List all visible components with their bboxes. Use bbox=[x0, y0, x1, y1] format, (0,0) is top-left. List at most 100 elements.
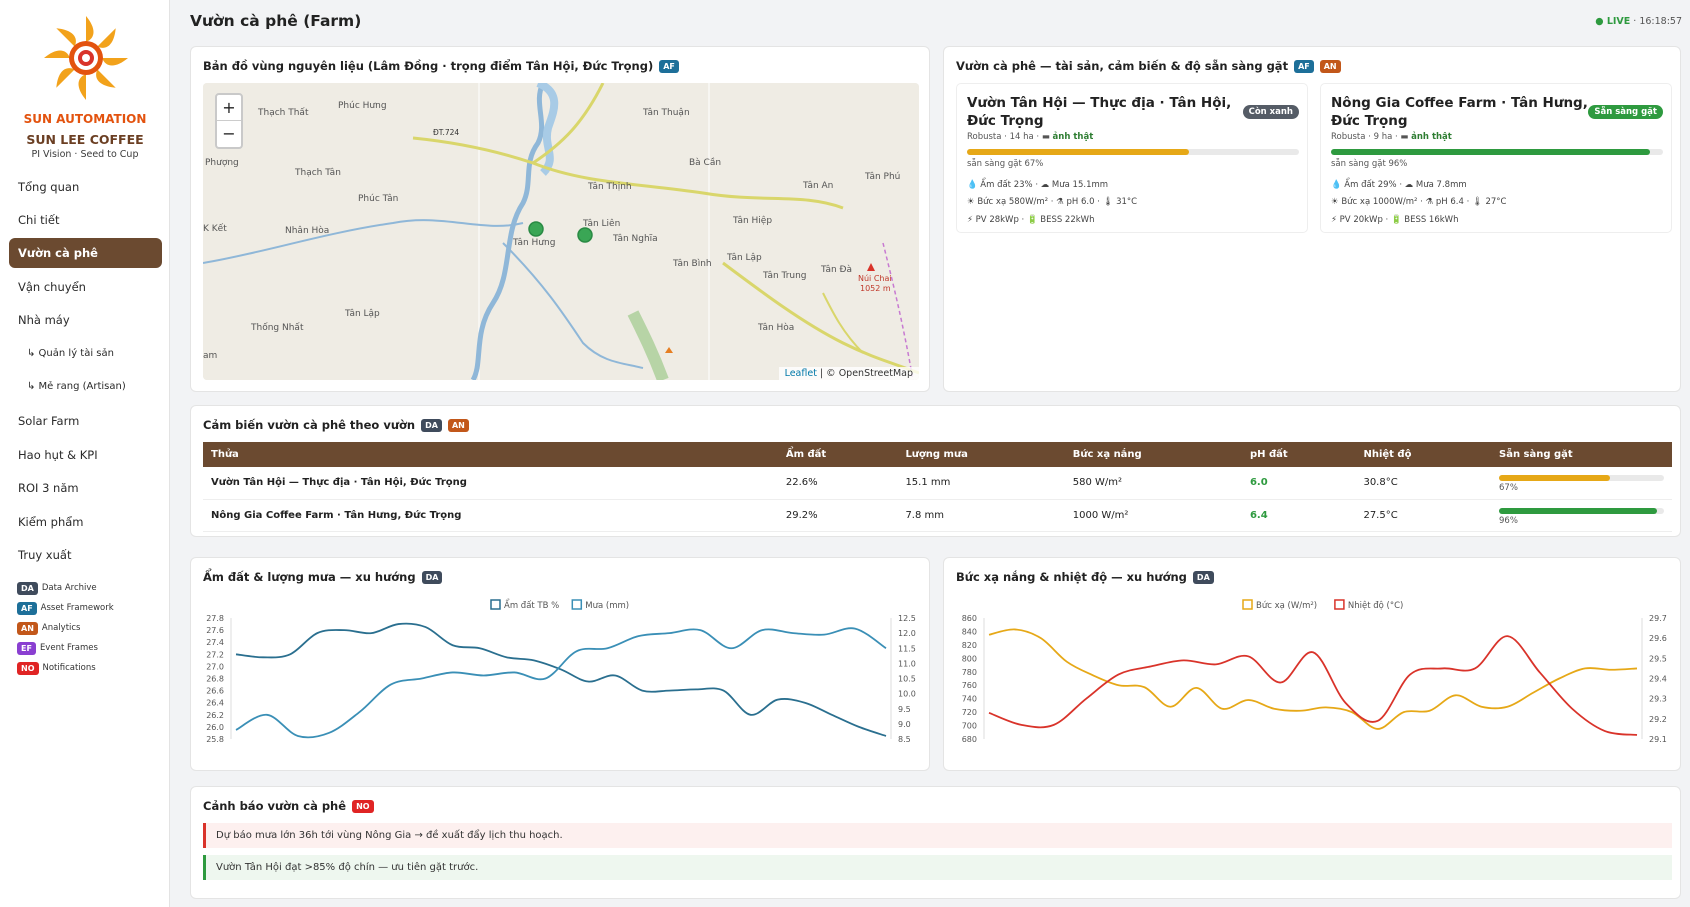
farm-card-tan-hoi[interactable]: Vườn Tân Hội — Thực địa · Tân Hội, Đức T… bbox=[956, 83, 1308, 233]
series-line bbox=[235, 627, 887, 739]
ready-progress-fill bbox=[1499, 475, 1610, 482]
legend-swatch bbox=[1334, 599, 1345, 610]
farm-name: Nông Gia Coffee Farm · Tân Hưng, Đức Trọ… bbox=[1331, 95, 1588, 129]
tagline: PI Vision · Seed to Cup bbox=[31, 149, 139, 160]
map-label: Tân Đà bbox=[820, 265, 852, 275]
cell-radiation: 580 W/m² bbox=[1064, 467, 1242, 500]
y-right-tick: 29.1 bbox=[1649, 735, 1667, 744]
y-left-tick: 820 bbox=[962, 641, 977, 650]
alerts-title-text: Cảnh báo vườn cà phê bbox=[203, 799, 347, 813]
sensor-line-2: ☀ Bức xạ 1000W/m² · ⚗ pH 6.4 · 🌡 27°C bbox=[1331, 197, 1507, 207]
farm-map[interactable]: Phúc Hưng Thạch Thất Tân Thuận ĐT.724 Ph… bbox=[203, 83, 919, 380]
legend-label[interactable]: Mưa (mm) bbox=[585, 601, 629, 611]
leaflet-link[interactable]: Leaflet bbox=[784, 368, 817, 379]
y-right-tick: 10.5 bbox=[898, 675, 916, 684]
y-right-tick: 29.2 bbox=[1649, 715, 1667, 724]
nav-transport[interactable]: Vận chuyển bbox=[18, 280, 86, 294]
map-label: Tân Thuận bbox=[642, 108, 690, 118]
y-right-tick: 29.6 bbox=[1649, 634, 1667, 643]
y-left-tick: 26.2 bbox=[206, 711, 224, 720]
photo-link[interactable]: ảnh thật bbox=[1052, 132, 1094, 142]
legend-label: Data Archive bbox=[41, 583, 97, 593]
farm-meta: Robusta · 14 ha · ▬ ảnh thật bbox=[967, 132, 1093, 142]
ready-progress-fill bbox=[967, 149, 1190, 155]
nav-traceability[interactable]: Truy xuất bbox=[18, 548, 72, 562]
alert-ripeness[interactable]: Vườn Tân Hội đạt >85% độ chín — ưu tiên … bbox=[203, 855, 1672, 880]
badge-da: DA bbox=[1192, 570, 1214, 584]
y-left-tick: 25.8 bbox=[206, 735, 224, 744]
y-right-tick: 11.0 bbox=[898, 659, 916, 668]
legend-label[interactable]: Ẩm đất TB % bbox=[504, 598, 559, 611]
badge-no: NO bbox=[352, 799, 374, 813]
col-temp: Nhiệt độ bbox=[1355, 442, 1491, 467]
ready-progress-fill bbox=[1499, 507, 1658, 514]
y-right-tick: 10.0 bbox=[898, 690, 916, 699]
clock: 16:18:57 bbox=[1639, 16, 1682, 27]
nav-inspection[interactable]: Kiểm phẩm bbox=[18, 515, 84, 529]
table-row[interactable]: Nông Gia Coffee Farm · Tân Hưng, Đức Trọ… bbox=[203, 499, 1672, 532]
legend-label: Analytics bbox=[41, 623, 81, 633]
table-row[interactable]: Vườn Tân Hội — Thực địa · Tân Hội, Đức T… bbox=[203, 467, 1672, 500]
legend-swatch bbox=[571, 599, 583, 610]
sensor-line-3: ⚡ PV 20kWp · 🔋 BESS 16kWh bbox=[1331, 215, 1459, 225]
cell-ph: 6.0 bbox=[1241, 467, 1356, 500]
badge-ef: EF bbox=[17, 641, 36, 655]
badge-af: AF bbox=[1294, 59, 1314, 73]
farm-marker-nong-gia[interactable] bbox=[577, 227, 593, 243]
zoom-in-button[interactable]: + bbox=[217, 95, 241, 121]
map-label: Tân Liên bbox=[582, 218, 620, 229]
alert-rain-forecast[interactable]: Dự báo mưa lớn 36h tới vùng Nông Gia → đ… bbox=[203, 823, 1672, 848]
map-label: Thạch Tân bbox=[294, 168, 341, 178]
y-left-tick: 26.0 bbox=[206, 723, 224, 732]
badge-af: AF bbox=[659, 59, 679, 73]
map-label: Tân Hưng bbox=[512, 238, 555, 248]
legend-label[interactable]: Nhiệt độ (°C) bbox=[1348, 600, 1404, 611]
map-tiles: Phúc Hưng Thạch Thất Tân Thuận ĐT.724 Ph… bbox=[203, 83, 919, 380]
nav-loss-kpi[interactable]: Hao hụt & KPI bbox=[18, 448, 98, 462]
y-right-tick: 29.7 bbox=[1649, 614, 1667, 623]
farm-variety: Robusta · 9 ha · bbox=[1331, 132, 1401, 142]
series-line bbox=[235, 622, 887, 737]
map-label: K Kết bbox=[203, 223, 227, 234]
y-left-tick: 26.8 bbox=[206, 675, 224, 684]
y-left-tick: 26.6 bbox=[206, 687, 224, 696]
farms-title: Vườn cà phê — tài sản, cảm biến & độ sẵn… bbox=[956, 59, 1289, 73]
badge-af: AF bbox=[17, 601, 37, 615]
photo-link[interactable]: ảnh thật bbox=[1411, 132, 1452, 142]
nav-coffee-farm[interactable]: Vườn cà phê bbox=[9, 238, 162, 268]
nav-overview[interactable]: Tổng quan bbox=[18, 180, 80, 194]
sidebar: SUN AUTOMATION SUN LEE COFFEE PI Vision … bbox=[0, 0, 170, 907]
cell-temp: 30.8°C bbox=[1355, 467, 1491, 500]
nav-roast-batch[interactable]: ↳ Mẻ rang (Artisan) bbox=[27, 381, 126, 392]
status-badge: Còn xanh bbox=[1242, 105, 1299, 119]
nav-factory[interactable]: Nhà máy bbox=[18, 313, 70, 327]
map-title: Bản đồ vùng nguyên liệu (Lâm Đồng · trọn… bbox=[203, 59, 654, 73]
live-indicator: ● LIVE · 16:18:57 bbox=[1595, 16, 1682, 27]
chart-title: Ẩm đất & lượng mưa — xu hướng DA bbox=[203, 570, 443, 584]
map-label: Tân Hiệp bbox=[732, 215, 772, 226]
series-line bbox=[988, 628, 1638, 730]
farm-meta: Robusta · 9 ha · ▬ ảnh thật bbox=[1331, 132, 1452, 142]
nav-solar-farm[interactable]: Solar Farm bbox=[18, 414, 80, 428]
nav-roi[interactable]: ROI 3 năm bbox=[18, 481, 79, 495]
chart-title-text: Ẩm đất & lượng mưa — xu hướng bbox=[203, 570, 416, 584]
y-left-tick: 860 bbox=[962, 614, 977, 623]
farm-card-nong-gia[interactable]: Nông Gia Coffee Farm · Tân Hưng, Đức Trọ… bbox=[1320, 83, 1672, 233]
y-left-tick: 27.2 bbox=[206, 650, 224, 659]
legend-da: DA Data Archive bbox=[17, 580, 97, 596]
legend-label[interactable]: Bức xạ (W/m²) bbox=[1256, 601, 1317, 611]
badge-da: DA bbox=[421, 570, 443, 584]
y-left-tick: 27.4 bbox=[206, 638, 224, 647]
farm-marker-tan-hoi[interactable] bbox=[528, 221, 544, 237]
badge-no: NO bbox=[17, 661, 39, 675]
map-card: Bản đồ vùng nguyên liệu (Lâm Đồng · trọn… bbox=[190, 46, 930, 392]
ready-value: 67% bbox=[1499, 483, 1518, 494]
map-label: 1052 m bbox=[860, 284, 891, 293]
y-left-tick: 780 bbox=[962, 668, 977, 677]
zoom-out-button[interactable]: − bbox=[222, 124, 236, 143]
map-label: Tân Phú bbox=[864, 172, 900, 182]
y-left-tick: 800 bbox=[962, 654, 977, 663]
cell-soil: 29.2% bbox=[777, 499, 898, 532]
nav-details[interactable]: Chi tiết bbox=[18, 213, 60, 227]
nav-asset-management[interactable]: ↳ Quản lý tài sản bbox=[27, 348, 114, 359]
